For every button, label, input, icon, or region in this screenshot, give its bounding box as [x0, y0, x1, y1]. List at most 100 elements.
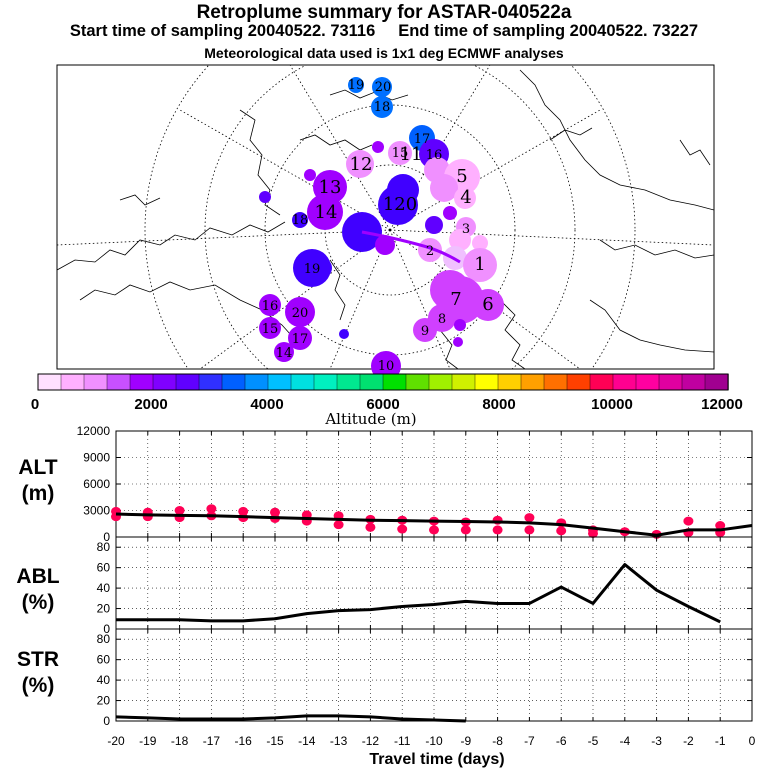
altitude-point: [429, 525, 439, 535]
map-point-label: 4: [460, 187, 471, 208]
colorbar-tick-label: 4000: [250, 396, 283, 413]
altitude-point: [206, 504, 217, 514]
colorbar-label: Altitude (m): [324, 410, 416, 428]
altitude-point: [556, 526, 567, 536]
colorbar-tick-label: 2000: [134, 396, 167, 413]
colorbar-cell: [589, 373, 614, 391]
colorbar-cell: [543, 373, 568, 391]
x-tick-label: -6: [556, 734, 567, 748]
x-tick-label: -4: [619, 734, 630, 748]
x-tick-label: -18: [171, 734, 189, 748]
y-tick-label: 6000: [83, 477, 110, 491]
map-point-label: 8: [438, 312, 446, 327]
colorbar-cell: [497, 373, 522, 391]
altitude-point: [333, 520, 344, 530]
altitude-point: [715, 521, 726, 531]
map-point-label: 20: [375, 80, 392, 95]
colorbar-cell: [83, 373, 108, 391]
y-tick-label: 60: [97, 653, 111, 667]
plume-circle: [454, 187, 476, 209]
colorbar-cell: [704, 373, 729, 391]
plume-circle: [454, 319, 466, 331]
x-tick-label: -8: [492, 734, 503, 748]
plume-circle: [307, 194, 343, 230]
plume-circle: [348, 77, 364, 93]
y-tick-label: 40: [97, 673, 111, 687]
meteorological-data-note: Meteorological data used is 1x1 deg ECMW…: [204, 45, 564, 61]
map-point-label: 11: [400, 144, 423, 165]
y-tick-label: 20: [97, 694, 111, 708]
panel-abl: 0 20 40 60 80 ABL (%): [16, 536, 753, 636]
colorbar-frame: [37, 373, 729, 391]
plume-circle: [472, 235, 488, 251]
colorbar-tick-label: 0: [31, 396, 39, 413]
plume-circle: [292, 212, 308, 228]
colorbar-cell: [175, 373, 200, 391]
colorbar-cell: [37, 373, 62, 391]
altitude-point: [524, 513, 535, 523]
altitude-point: [524, 525, 535, 535]
colorbar-cell: [129, 373, 154, 391]
altitude-point: [397, 524, 408, 534]
colorbar-cell: [520, 373, 545, 391]
plume-circle: [372, 77, 392, 97]
map-point-label: 9: [421, 324, 429, 339]
x-tick-label: -16: [235, 734, 253, 748]
plume-circle: [372, 141, 384, 153]
colorbar-cell: [244, 373, 269, 391]
y-tick-label: 9000: [83, 451, 110, 465]
colorbar-cell: [451, 373, 476, 391]
map-point-label: 17: [292, 332, 309, 347]
plume-circle: [413, 318, 437, 342]
plume-circle: [418, 238, 442, 262]
plume-circle: [274, 342, 294, 362]
map-point-label: 3: [462, 222, 470, 237]
panel-unit: (%): [22, 591, 55, 614]
colorbar-cell: [405, 373, 430, 391]
sampling-times: Start time of sampling 20040522. 73116 E…: [69, 22, 699, 40]
colorbar-cell: [313, 373, 338, 391]
colorbar-cell: [359, 373, 384, 391]
map-point-label: 6: [482, 294, 493, 315]
x-tick-label: -19: [139, 734, 157, 748]
series-line-str: [115, 714, 466, 723]
altitude-point: [588, 528, 598, 538]
y-tick-label: 40: [97, 581, 111, 595]
y-tick-label: 12000: [77, 424, 111, 438]
colorbar-cell: [474, 373, 499, 391]
x-tick-label: -17: [203, 734, 221, 748]
plume-circle: [453, 337, 463, 347]
map-point-label: 1: [474, 254, 485, 275]
altitude-point: [492, 525, 503, 535]
altitude-colorbar: 0 2000 4000 6000 8000 10000 12000 Altitude (m): [31, 373, 743, 428]
plume-circle: [259, 317, 281, 339]
plume-circle: [430, 174, 458, 202]
x-tick-label: -13: [330, 734, 348, 748]
map-point-label: 19: [348, 78, 365, 93]
altitude-point: [365, 522, 376, 532]
map-point-label: 16: [426, 148, 443, 163]
plume-circle: [449, 229, 471, 251]
colorbar-cell: [198, 373, 223, 391]
panel-frame: [115, 536, 753, 630]
x-tick-label: -15: [266, 734, 284, 748]
x-tick-label: -10: [425, 734, 443, 748]
colorbar-cell: [658, 373, 683, 391]
panel-alt: 0 3000 6000 9000 12000 ALT (m): [18, 424, 753, 544]
plume-circles: [259, 77, 504, 381]
x-tick-label: -14: [298, 734, 316, 748]
plume-track: [361, 230, 461, 264]
plume-circle: [378, 185, 418, 225]
plume-circle: [259, 294, 281, 316]
colorbar-cell: [428, 373, 453, 391]
plume-circle: [304, 169, 316, 181]
map-point-label: 7: [450, 289, 461, 310]
y-tick-label: 0: [103, 530, 110, 544]
panel-title: STR: [17, 648, 59, 671]
map-point-label: 120: [383, 194, 417, 215]
plume-circle: [388, 141, 412, 165]
colorbar-cell: [60, 373, 85, 391]
series-line-abl: [116, 563, 721, 624]
y-tick-label: 60: [97, 561, 111, 575]
